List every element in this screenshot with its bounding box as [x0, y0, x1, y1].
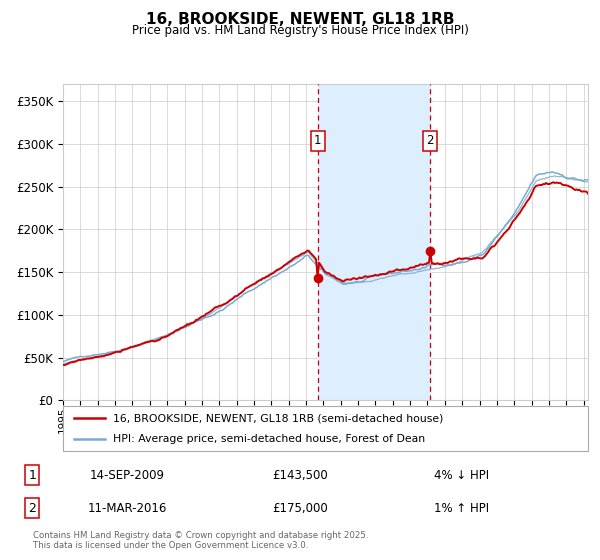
- Bar: [317, 84, 430, 400]
- Text: 1: 1: [314, 134, 322, 147]
- Text: £143,500: £143,500: [272, 469, 328, 482]
- Text: 14-SEP-2009: 14-SEP-2009: [90, 469, 164, 482]
- Text: 4% ↓ HPI: 4% ↓ HPI: [434, 469, 489, 482]
- Text: 1: 1: [28, 469, 36, 482]
- Text: Price paid vs. HM Land Registry's House Price Index (HPI): Price paid vs. HM Land Registry's House …: [131, 24, 469, 36]
- Text: HPI: Average price, semi-detached house, Forest of Dean: HPI: Average price, semi-detached house,…: [113, 433, 425, 444]
- Text: 2: 2: [28, 502, 36, 515]
- Text: 11-MAR-2016: 11-MAR-2016: [88, 502, 167, 515]
- FancyBboxPatch shape: [63, 406, 588, 451]
- Text: 2: 2: [427, 134, 434, 147]
- Text: 1% ↑ HPI: 1% ↑ HPI: [434, 502, 489, 515]
- Text: 16, BROOKSIDE, NEWENT, GL18 1RB: 16, BROOKSIDE, NEWENT, GL18 1RB: [146, 12, 454, 27]
- Text: £175,000: £175,000: [272, 502, 328, 515]
- Text: Contains HM Land Registry data © Crown copyright and database right 2025.
This d: Contains HM Land Registry data © Crown c…: [33, 530, 368, 550]
- Text: 16, BROOKSIDE, NEWENT, GL18 1RB (semi-detached house): 16, BROOKSIDE, NEWENT, GL18 1RB (semi-de…: [113, 413, 443, 423]
